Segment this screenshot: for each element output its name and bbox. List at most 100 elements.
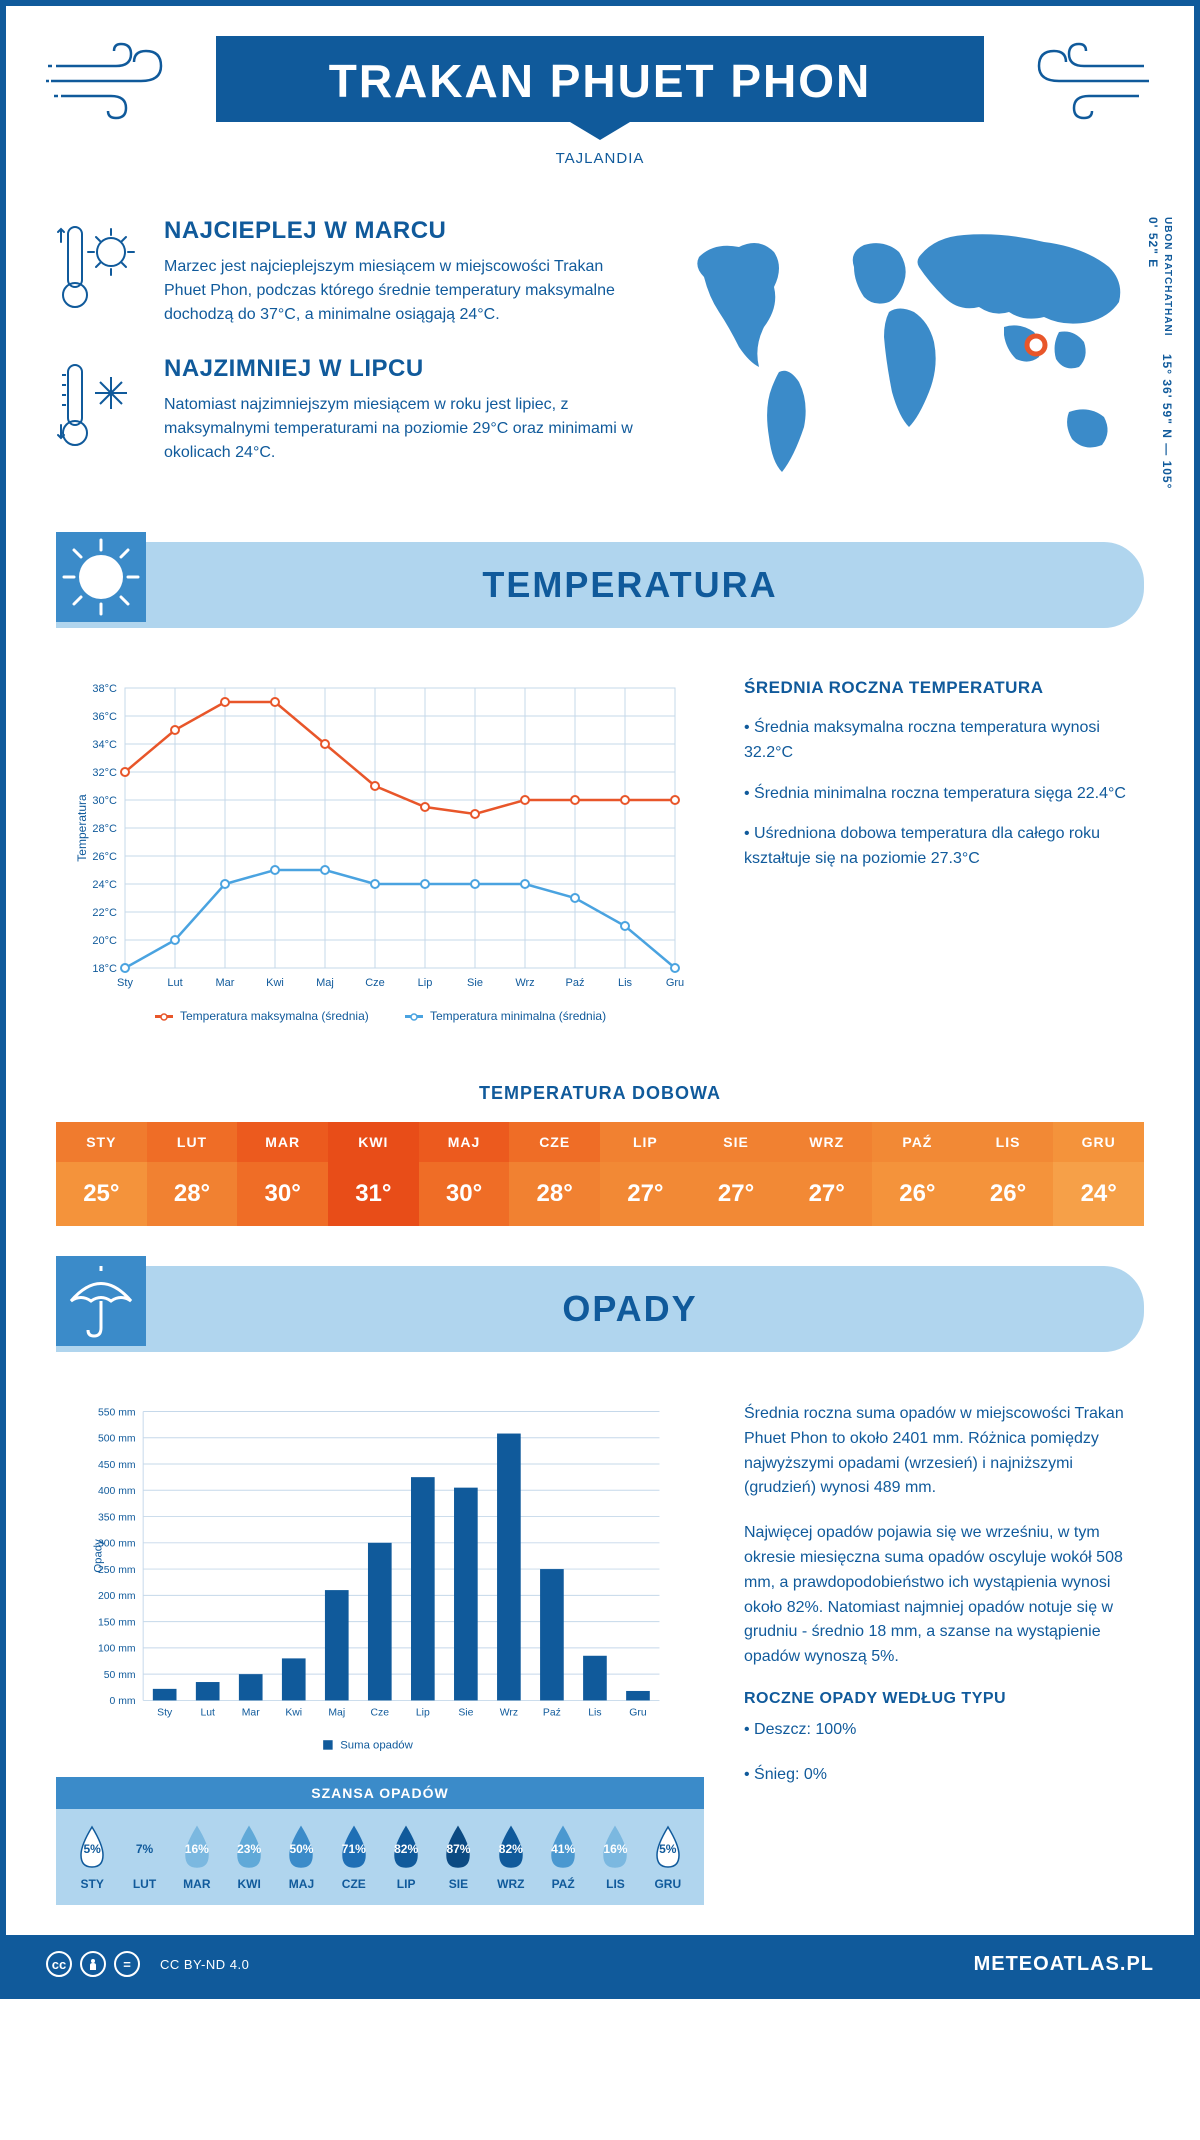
heat-cell: MAJ30° xyxy=(419,1122,510,1226)
svg-text:0 mm: 0 mm xyxy=(110,1696,136,1707)
heat-cell: LIP27° xyxy=(600,1122,691,1226)
heat-cell: STY25° xyxy=(56,1122,147,1226)
cc-text: CC BY-ND 4.0 xyxy=(160,1957,249,1972)
heat-cell: SIE27° xyxy=(691,1122,782,1226)
svg-text:Temperatura minimalna (średnia: Temperatura minimalna (średnia) xyxy=(430,1009,606,1023)
svg-text:Kwi: Kwi xyxy=(266,977,284,989)
svg-text:Wrz: Wrz xyxy=(500,1708,518,1719)
svg-text:26°C: 26°C xyxy=(92,851,117,863)
svg-text:Sty: Sty xyxy=(157,1708,173,1719)
page: TRAKAN PHUET PHON TAJLANDIA NAJCIEPLEJ W… xyxy=(0,0,1200,1999)
svg-text:30°C: 30°C xyxy=(92,795,117,807)
svg-text:Gru: Gru xyxy=(666,977,684,989)
svg-text:Lip: Lip xyxy=(416,1708,430,1719)
svg-text:Suma opadów: Suma opadów xyxy=(340,1740,413,1752)
svg-text:Kwi: Kwi xyxy=(285,1708,302,1719)
precipitation-title: OPADY xyxy=(156,1288,1104,1330)
cc-icon: cc xyxy=(46,1951,72,1977)
svg-text:150 mm: 150 mm xyxy=(98,1617,136,1628)
chance-cell: 50%MAJ xyxy=(275,1823,327,1891)
avg-temp-heading: ŚREDNIA ROCZNA TEMPERATURA xyxy=(744,678,1144,698)
svg-text:Mar: Mar xyxy=(216,977,235,989)
temp-chart-row: 18°C20°C22°C24°C26°C28°C30°C32°C34°C36°C… xyxy=(6,648,1194,1073)
avg-temp-bullet3: • Uśredniona dobowa temperatura dla całe… xyxy=(744,822,1144,872)
svg-text:50 mm: 50 mm xyxy=(104,1670,136,1681)
svg-text:Paź: Paź xyxy=(566,977,585,989)
chance-cell: 82%LIP xyxy=(380,1823,432,1891)
precip-para2: Najwięcej opadów pojawia się we wrześniu… xyxy=(744,1521,1144,1670)
svg-text:Sie: Sie xyxy=(467,977,483,989)
coldest-text: Natomiast najzimniejszym miesiącem w rok… xyxy=(164,393,634,465)
coldest-block: NAJZIMNIEJ W LIPCU Natomiast najzimniejs… xyxy=(56,355,634,465)
title-banner: TRAKAN PHUET PHON TAJLANDIA xyxy=(186,36,1014,167)
warmest-block: NAJCIEPLEJ W MARCU Marzec jest najcieple… xyxy=(56,217,634,327)
svg-text:Lis: Lis xyxy=(588,1708,601,1719)
wind-icon-left xyxy=(46,36,186,126)
svg-text:Opady: Opady xyxy=(92,1539,104,1573)
header: TRAKAN PHUET PHON TAJLANDIA xyxy=(6,6,1194,187)
warmest-text: Marzec jest najcieplejszym miesiącem w m… xyxy=(164,255,634,327)
chance-cell: 87%SIE xyxy=(432,1823,484,1891)
svg-text:500 mm: 500 mm xyxy=(98,1434,136,1445)
chance-row: 5%STY7%LUT16%MAR23%KWI50%MAJ71%CZE82%LIP… xyxy=(56,1809,704,1891)
svg-text:Lip: Lip xyxy=(418,977,433,989)
svg-text:Gru: Gru xyxy=(629,1708,647,1719)
temp-summary: ŚREDNIA ROCZNA TEMPERATURA • Średnia mak… xyxy=(744,678,1144,1043)
region-text: UBON RATCHATHANI xyxy=(1162,217,1173,337)
world-map xyxy=(664,217,1144,497)
svg-text:Paź: Paź xyxy=(543,1708,561,1719)
map-container: UBON RATCHATHANI 15° 36' 59" N — 105° 0'… xyxy=(664,217,1144,502)
wind-icon-right xyxy=(1014,36,1154,126)
svg-text:Mar: Mar xyxy=(242,1708,260,1719)
chance-cell: 41%PAŹ xyxy=(537,1823,589,1891)
svg-text:Temperatura: Temperatura xyxy=(75,794,89,862)
temperature-banner: TEMPERATURA xyxy=(56,542,1144,628)
svg-text:Sty: Sty xyxy=(117,977,133,989)
svg-text:Temperatura maksymalna (średni: Temperatura maksymalna (średnia) xyxy=(180,1009,369,1023)
site-name: METEOATLAS.PL xyxy=(974,1953,1154,1976)
precipitation-banner: OPADY xyxy=(56,1266,1144,1352)
avg-temp-bullet1: • Średnia maksymalna roczna temperatura … xyxy=(744,716,1144,766)
svg-text:34°C: 34°C xyxy=(92,739,117,751)
svg-text:Wrz: Wrz xyxy=(515,977,534,989)
svg-text:Lis: Lis xyxy=(618,977,633,989)
chance-cell: 16%MAR xyxy=(171,1823,223,1891)
svg-text:400 mm: 400 mm xyxy=(98,1486,136,1497)
precipitation-chance-box: SZANSA OPADÓW 5%STY7%LUT16%MAR23%KWI50%M… xyxy=(56,1777,704,1905)
svg-text:200 mm: 200 mm xyxy=(98,1591,136,1602)
svg-text:350 mm: 350 mm xyxy=(98,1512,136,1523)
coordinates-label: UBON RATCHATHANI 15° 36' 59" N — 105° 0'… xyxy=(1146,217,1174,502)
precip-rain: • Deszcz: 100% xyxy=(744,1718,1144,1743)
svg-text:Sie: Sie xyxy=(458,1708,473,1719)
precip-type-heading: ROCZNE OPADY WEDŁUG TYPU xyxy=(744,1690,1144,1708)
svg-text:32°C: 32°C xyxy=(92,767,117,779)
svg-text:Cze: Cze xyxy=(371,1708,390,1719)
temperature-line-chart: 18°C20°C22°C24°C26°C28°C30°C32°C34°C36°C… xyxy=(56,678,704,1038)
heat-cell: MAR30° xyxy=(237,1122,328,1226)
heat-cell: CZE28° xyxy=(509,1122,600,1226)
svg-text:Lut: Lut xyxy=(200,1708,215,1719)
svg-text:550 mm: 550 mm xyxy=(98,1407,136,1418)
daily-temp-table: STY25°LUT28°MAR30°KWI31°MAJ30°CZE28°LIP2… xyxy=(56,1122,1144,1226)
svg-text:18°C: 18°C xyxy=(92,963,117,975)
svg-text:Maj: Maj xyxy=(328,1708,345,1719)
precip-summary: Średnia roczna suma opadów w miejscowośc… xyxy=(744,1402,1144,1915)
warmest-heading: NAJCIEPLEJ W MARCU xyxy=(164,217,634,245)
svg-text:Maj: Maj xyxy=(316,977,334,989)
chance-cell: 7%LUT xyxy=(118,1823,170,1891)
svg-text:24°C: 24°C xyxy=(92,879,117,891)
svg-text:Lut: Lut xyxy=(167,977,182,989)
precip-snow: • Śnieg: 0% xyxy=(744,1763,1144,1788)
chance-cell: 5%STY xyxy=(66,1823,118,1891)
chance-cell: 5%GRU xyxy=(642,1823,694,1891)
chance-cell: 23%KWI xyxy=(223,1823,275,1891)
svg-text:Cze: Cze xyxy=(365,977,385,989)
precip-para1: Średnia roczna suma opadów w miejscowośc… xyxy=(744,1402,1144,1501)
heat-cell: LUT28° xyxy=(147,1122,238,1226)
heat-cell: LIS26° xyxy=(963,1122,1054,1226)
heat-cell: WRZ27° xyxy=(781,1122,872,1226)
coldest-heading: NAJZIMNIEJ W LIPCU xyxy=(164,355,634,383)
heat-cell: KWI31° xyxy=(328,1122,419,1226)
page-title: TRAKAN PHUET PHON xyxy=(256,54,944,108)
svg-text:22°C: 22°C xyxy=(92,907,117,919)
